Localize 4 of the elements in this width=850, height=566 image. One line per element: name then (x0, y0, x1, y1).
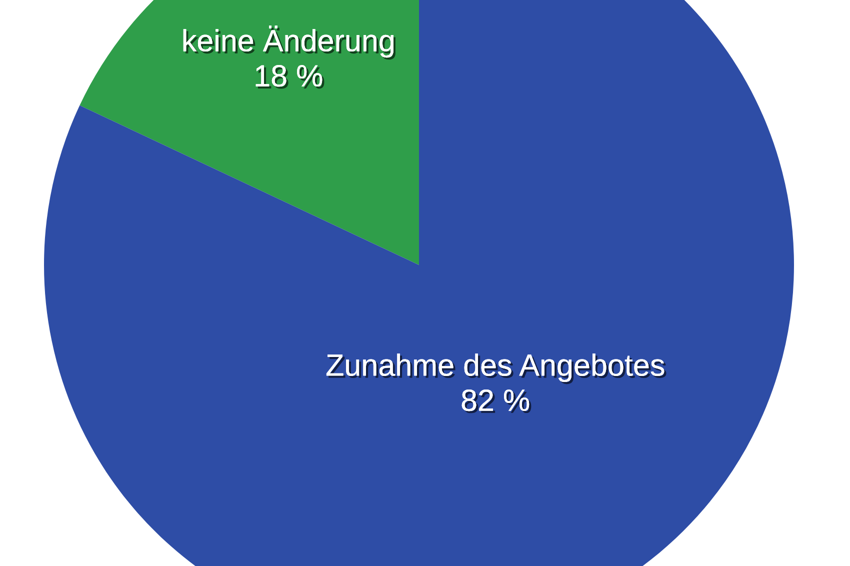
data-label: 82 % (462, 389, 532, 414)
slice-label: keine Änderung (183, 26, 396, 60)
slice-label: Zunahme des Angebotes (326, 354, 666, 384)
data-label: 18 % (256, 65, 324, 89)
